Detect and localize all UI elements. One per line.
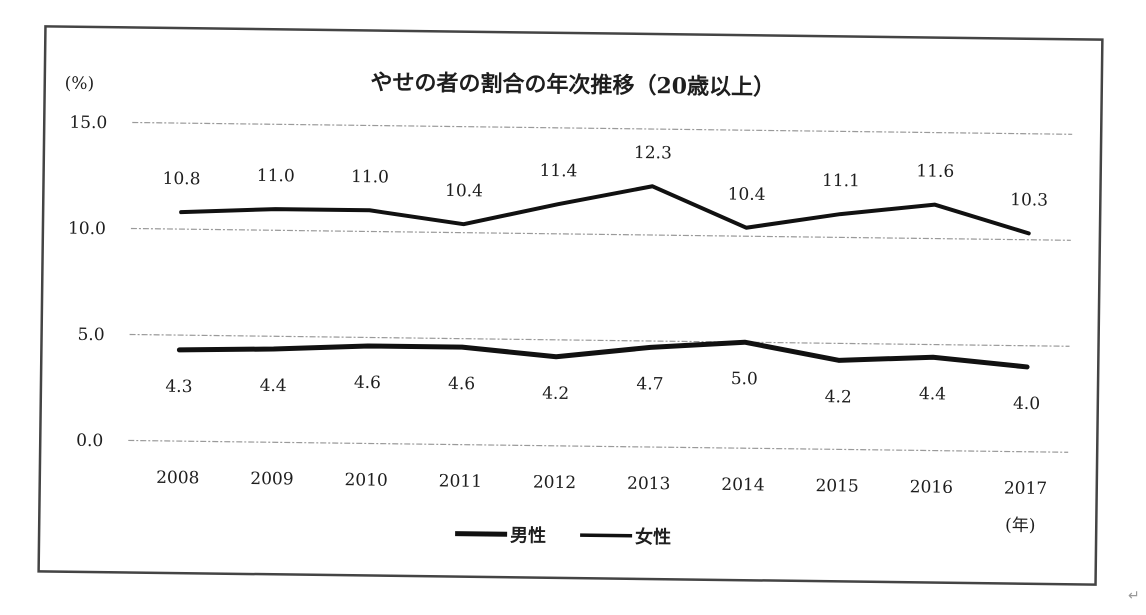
data-label: 11.0	[257, 166, 295, 186]
paragraph-return-icon: ↵	[1128, 588, 1140, 604]
x-tick-label: 2014	[721, 475, 765, 496]
data-label: 12.3	[634, 143, 672, 163]
x-tick-label: 2016	[910, 477, 954, 498]
chart-frame	[37, 25, 1104, 586]
x-axis-unit: (年)	[1005, 515, 1036, 535]
data-labels: 4.3 4.4 4.6 4.6 4.2 4.7 5.0 4.2 4.4 4.0 10.8 11.0 11…	[162, 143, 1048, 414]
data-label: 5.0	[731, 369, 758, 389]
gridline	[132, 121, 1073, 135]
data-label: 11.1	[822, 171, 860, 191]
data-label: 4.2	[542, 384, 569, 404]
y-axis-ticks: 15.0 10.0 5.0 0.0	[68, 113, 107, 451]
data-label: 4.6	[354, 373, 381, 393]
x-tick-label: 2017	[1004, 478, 1048, 499]
y-tick-label: 10.0	[68, 219, 106, 239]
data-label: 11.4	[539, 161, 577, 181]
data-label: 4.2	[825, 387, 852, 407]
y-tick-label: 5.0	[77, 325, 104, 345]
x-tick-label: 2010	[344, 470, 388, 491]
legend-swatch	[455, 531, 508, 537]
gridline	[130, 227, 1071, 241]
data-label: 11.6	[916, 161, 954, 181]
x-tick-label: 2013	[627, 474, 671, 495]
data-label: 4.7	[636, 374, 663, 394]
data-label: 4.6	[448, 374, 475, 394]
data-label: 4.4	[260, 376, 287, 396]
x-tick-label: 2011	[439, 471, 483, 492]
x-tick-label: 2012	[533, 473, 577, 494]
x-tick-label: 2009	[250, 469, 294, 490]
gridline	[128, 439, 1069, 453]
series-line-female	[179, 184, 1031, 236]
data-label: 4.0	[1013, 394, 1040, 414]
legend: 男性 女性	[455, 524, 671, 548]
x-tick-label: 2008	[156, 468, 200, 489]
gridlines	[128, 121, 1073, 453]
legend-label: 男性	[510, 524, 546, 546]
x-axis-ticks: 2008 2009 2010 2011 2012 2013 2014 2015 2016 2017	[156, 468, 1047, 499]
data-label: 4.3	[165, 377, 192, 397]
data-label: 11.0	[351, 167, 389, 187]
legend-swatch	[580, 533, 633, 538]
data-label: 10.8	[162, 169, 200, 189]
y-axis-unit: (%)	[65, 74, 95, 94]
series-lines	[176, 184, 1031, 370]
data-label: 10.4	[728, 184, 766, 204]
chart-title: やせの者の割合の年次推移（20歳以上）	[370, 69, 775, 100]
y-tick-label: 0.0	[76, 431, 103, 451]
legend-label: 女性	[635, 526, 671, 548]
data-label: 4.4	[919, 384, 946, 404]
data-label: 10.3	[1010, 190, 1048, 210]
data-label: 10.4	[445, 181, 483, 201]
gridline	[129, 333, 1070, 347]
series-line-male	[176, 339, 1030, 370]
x-tick-label: 2015	[815, 476, 859, 497]
y-tick-label: 15.0	[69, 113, 107, 133]
